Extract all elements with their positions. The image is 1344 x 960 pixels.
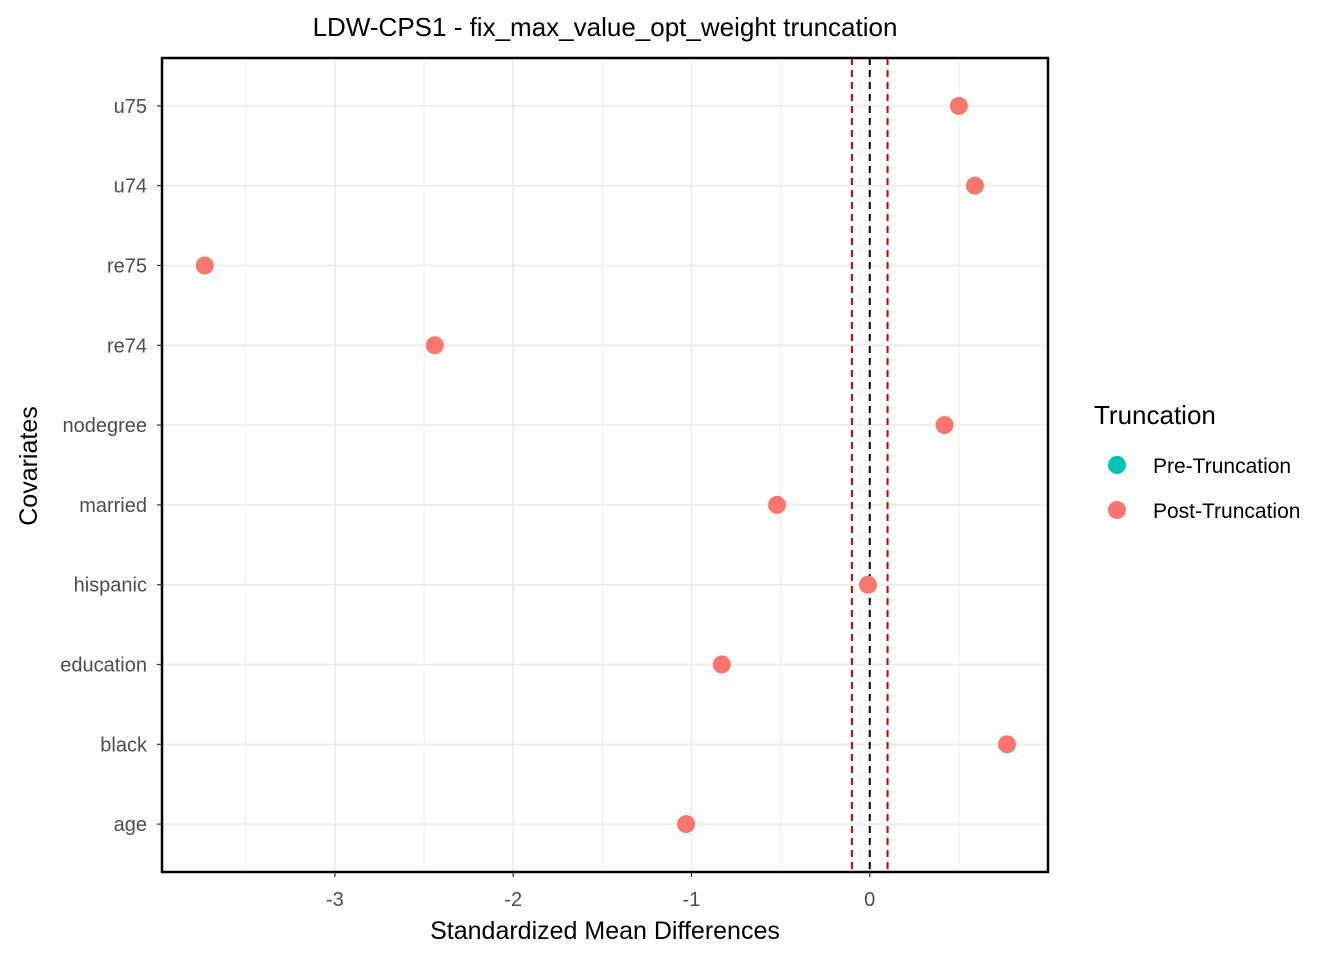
y-tick-label: re75 xyxy=(107,255,147,277)
chart-title: LDW-CPS1 - fix_max_value_opt_weight trun… xyxy=(313,12,898,42)
data-point xyxy=(712,655,731,674)
x-tick-label: -2 xyxy=(504,889,522,911)
data-point xyxy=(949,96,968,115)
legend-title: Truncation xyxy=(1094,400,1216,430)
x-tick-label: 0 xyxy=(864,889,875,911)
data-point xyxy=(997,735,1016,754)
y-tick-label: age xyxy=(114,814,147,836)
y-tick-label: nodegree xyxy=(62,415,147,437)
data-points xyxy=(195,96,1016,834)
data-point xyxy=(935,416,954,435)
legend-label: Post-Truncation xyxy=(1153,500,1300,523)
legend: Truncation Pre-Truncation Post-Truncation xyxy=(1094,400,1300,523)
x-tick-label: -3 xyxy=(326,889,344,911)
data-point xyxy=(858,575,877,594)
y-tick-label: u75 xyxy=(114,96,147,118)
data-point xyxy=(965,176,984,195)
y-tick-label: black xyxy=(100,734,148,756)
y-axis-title: Covariates xyxy=(15,406,43,526)
data-point xyxy=(195,256,214,275)
y-tick-label: re74 xyxy=(107,335,147,357)
legend-key xyxy=(1108,501,1126,519)
plot-panel-border xyxy=(160,56,1050,874)
data-point xyxy=(768,495,787,514)
y-tick-label: education xyxy=(60,655,147,677)
x-tick-label: -1 xyxy=(683,889,701,911)
legend-label: Pre-Truncation xyxy=(1153,455,1291,478)
x-axis-title: Standardized Mean Differences xyxy=(430,917,780,945)
reference-lines xyxy=(850,58,889,872)
data-point xyxy=(425,336,444,355)
y-tick-label: hispanic xyxy=(74,575,147,597)
legend-items: Pre-Truncation Post-Truncation xyxy=(1108,455,1300,523)
data-point xyxy=(677,815,696,834)
grid-layer xyxy=(162,58,1049,872)
y-axis-ticks: age black education hispanic married nodegree… xyxy=(60,96,162,836)
y-tick-label: u74 xyxy=(114,176,147,198)
y-tick-label: married xyxy=(79,495,147,517)
x-axis-ticks: -3 -2 -1 0 xyxy=(326,872,875,911)
legend-key xyxy=(1108,456,1126,474)
